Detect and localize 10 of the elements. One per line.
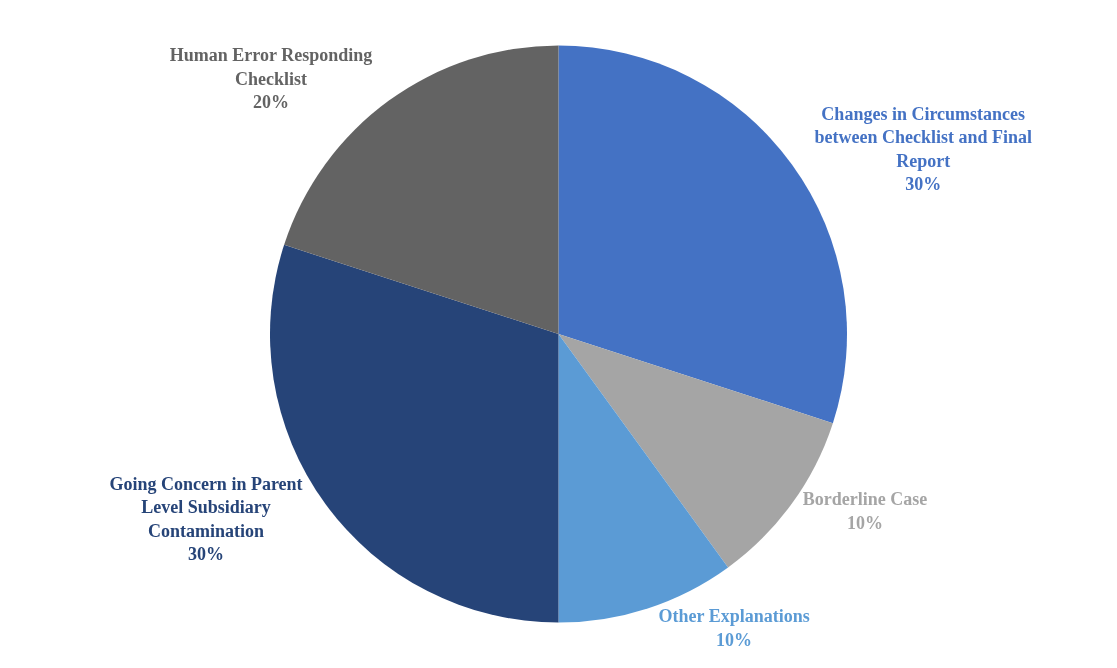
data-label: 10% bbox=[716, 629, 753, 650]
slice-label: Changes in Circumstances between Checklist and Final Report bbox=[814, 103, 1032, 171]
data-label: 30% bbox=[905, 173, 942, 194]
data-label: 30% bbox=[187, 544, 224, 565]
slice-label: Human Error Responding Checklist bbox=[169, 45, 373, 89]
slice-label: Borderline Case bbox=[802, 489, 928, 510]
slice-label: Other Explanations bbox=[658, 606, 810, 627]
data-label: 20% bbox=[253, 92, 290, 113]
data-label: 10% bbox=[846, 512, 883, 533]
slice-label: Going Concern in Parent Level Subsidiary Contamination bbox=[109, 474, 303, 541]
